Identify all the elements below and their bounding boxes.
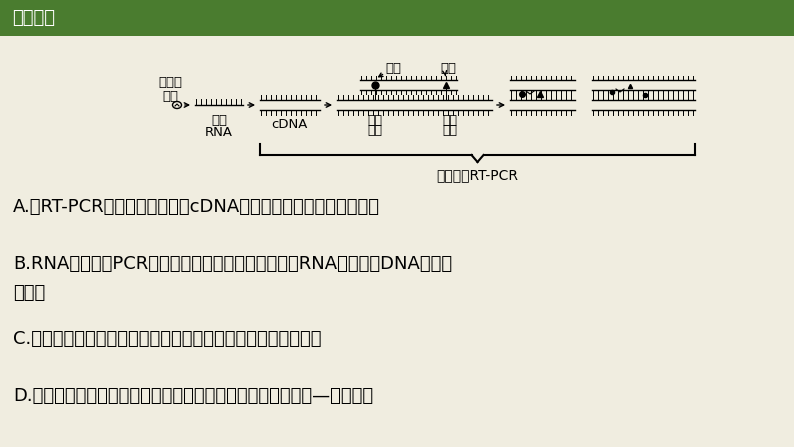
FancyBboxPatch shape [0, 0, 794, 36]
Text: D.病毒的检测还可以检测病毒引发产生的抗体，其原理是抗原—抗体杂交: D.病毒的检测还可以检测病毒引发产生的抗体，其原理是抗原—抗体杂交 [13, 387, 373, 405]
Text: 采样: 采样 [162, 89, 178, 102]
Text: 引物: 引物 [440, 62, 456, 75]
Text: 基团: 基团 [442, 125, 457, 138]
Text: 实时荧光RT-PCR: 实时荧光RT-PCR [437, 168, 518, 182]
Text: A.做RT-PCR之前，需要先根据cDNA的核苷酸序列合成引物和探针: A.做RT-PCR之前，需要先根据cDNA的核苷酸序列合成引物和探针 [13, 198, 380, 216]
Text: 基团: 基团 [368, 125, 383, 138]
Text: C.若检测结果有强烈荧光信号发出，说明被检测者没有感染病毒: C.若检测结果有强烈荧光信号发出，说明被检测者没有感染病毒 [13, 330, 322, 348]
Text: 病毒: 病毒 [211, 114, 227, 127]
Text: 荧光: 荧光 [368, 114, 383, 127]
Text: 淬灭: 淬灭 [442, 114, 457, 127]
Text: 咽拭子: 咽拭子 [158, 76, 182, 89]
Text: cDNA: cDNA [271, 118, 307, 131]
Text: 知识必备: 知识必备 [12, 9, 55, 27]
Text: 引物: 引物 [385, 62, 401, 75]
Text: B.RNA不能作为PCR扩增的模板，故需要将样本中的RNA逆转录为DNA后再进
行扩增: B.RNA不能作为PCR扩增的模板，故需要将样本中的RNA逆转录为DNA后再进 … [13, 255, 452, 302]
Text: RNA: RNA [205, 126, 233, 139]
